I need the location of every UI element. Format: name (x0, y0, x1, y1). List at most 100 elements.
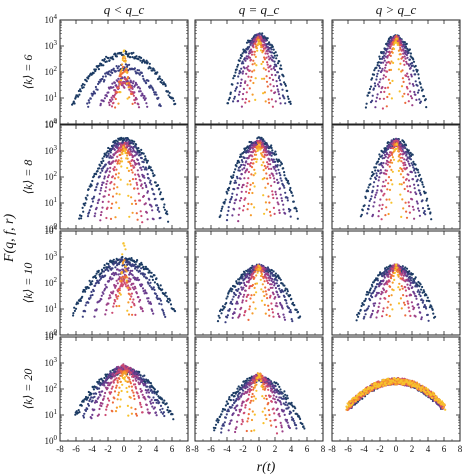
data-point (143, 275, 146, 278)
data-point (121, 264, 124, 267)
data-point (375, 66, 378, 69)
data-point (112, 86, 115, 89)
data-point (233, 74, 236, 77)
data-point (403, 63, 406, 66)
data-point (237, 287, 240, 291)
data-point (100, 294, 103, 297)
data-point (400, 277, 403, 280)
data-series (390, 37, 401, 100)
data-point (231, 214, 234, 217)
data-point (270, 68, 273, 71)
data-point (131, 313, 134, 316)
data-point (116, 67, 119, 70)
data-point (273, 282, 277, 285)
data-point (268, 279, 271, 282)
data-point (410, 171, 413, 174)
data-point (135, 212, 138, 215)
data-point (271, 78, 275, 81)
data-point (132, 80, 135, 83)
data-point (111, 277, 114, 280)
data-point (374, 84, 377, 88)
data-point (247, 156, 250, 160)
data-point (265, 56, 268, 59)
data-point (98, 198, 101, 201)
data-point (421, 183, 424, 186)
data-point (156, 71, 159, 74)
data-point (107, 73, 110, 76)
data-point (92, 71, 95, 75)
data-point (105, 286, 108, 289)
data-point (411, 205, 414, 208)
data-point (296, 310, 300, 314)
data-point (402, 176, 405, 179)
data-point (128, 179, 131, 183)
data-point (272, 174, 275, 177)
data-point (238, 313, 241, 316)
data-point (81, 315, 84, 318)
data-point (375, 191, 378, 194)
data-point (244, 101, 247, 104)
data-point (127, 152, 130, 155)
data-point (226, 192, 229, 195)
data-point (250, 75, 253, 79)
data-point (145, 161, 149, 164)
data-point (411, 104, 414, 107)
data-point (411, 178, 415, 181)
data-point (378, 66, 381, 70)
data-point (363, 315, 366, 318)
data-point (150, 183, 153, 186)
data-point (149, 166, 152, 169)
data-point (96, 201, 99, 205)
data-point (90, 204, 93, 208)
data-point (252, 81, 255, 85)
data-point (378, 97, 381, 100)
data-point (263, 56, 266, 59)
data-point (224, 321, 227, 324)
data-point (408, 280, 411, 283)
data-point (133, 304, 136, 307)
data-point (408, 82, 411, 85)
data-point (94, 284, 97, 287)
data-point (253, 206, 256, 209)
data-point (388, 198, 391, 201)
data-point (89, 97, 92, 100)
data-point (125, 67, 128, 70)
data-point (150, 205, 153, 208)
data-point (395, 143, 398, 146)
data-point (279, 164, 282, 167)
data-point (408, 205, 411, 208)
data-point (82, 210, 85, 213)
data-point (268, 174, 271, 177)
data-point (173, 310, 177, 313)
data-point (126, 276, 129, 279)
data-point (404, 271, 407, 274)
data-point (116, 186, 119, 189)
data-point (152, 67, 155, 70)
data-point (251, 155, 254, 158)
data-point (384, 155, 387, 158)
data-point (404, 50, 408, 54)
data-point (286, 290, 289, 293)
data-point (270, 167, 273, 170)
data-series-group (355, 263, 437, 322)
data-point (388, 280, 391, 283)
data-point (380, 161, 383, 165)
data-point (112, 258, 115, 261)
data-point (95, 272, 98, 275)
data-point (270, 184, 273, 187)
data-point (262, 67, 265, 70)
data-point (249, 51, 252, 55)
data-point (413, 167, 416, 171)
data-point (242, 92, 245, 96)
data-point (291, 301, 295, 304)
data-point (125, 279, 128, 282)
data-point (390, 294, 393, 297)
data-point (129, 164, 133, 167)
data-point (84, 290, 87, 293)
data-point (115, 295, 118, 298)
data-point (148, 181, 151, 184)
data-series (119, 242, 129, 312)
data-point (378, 57, 382, 61)
data-point (284, 83, 287, 86)
